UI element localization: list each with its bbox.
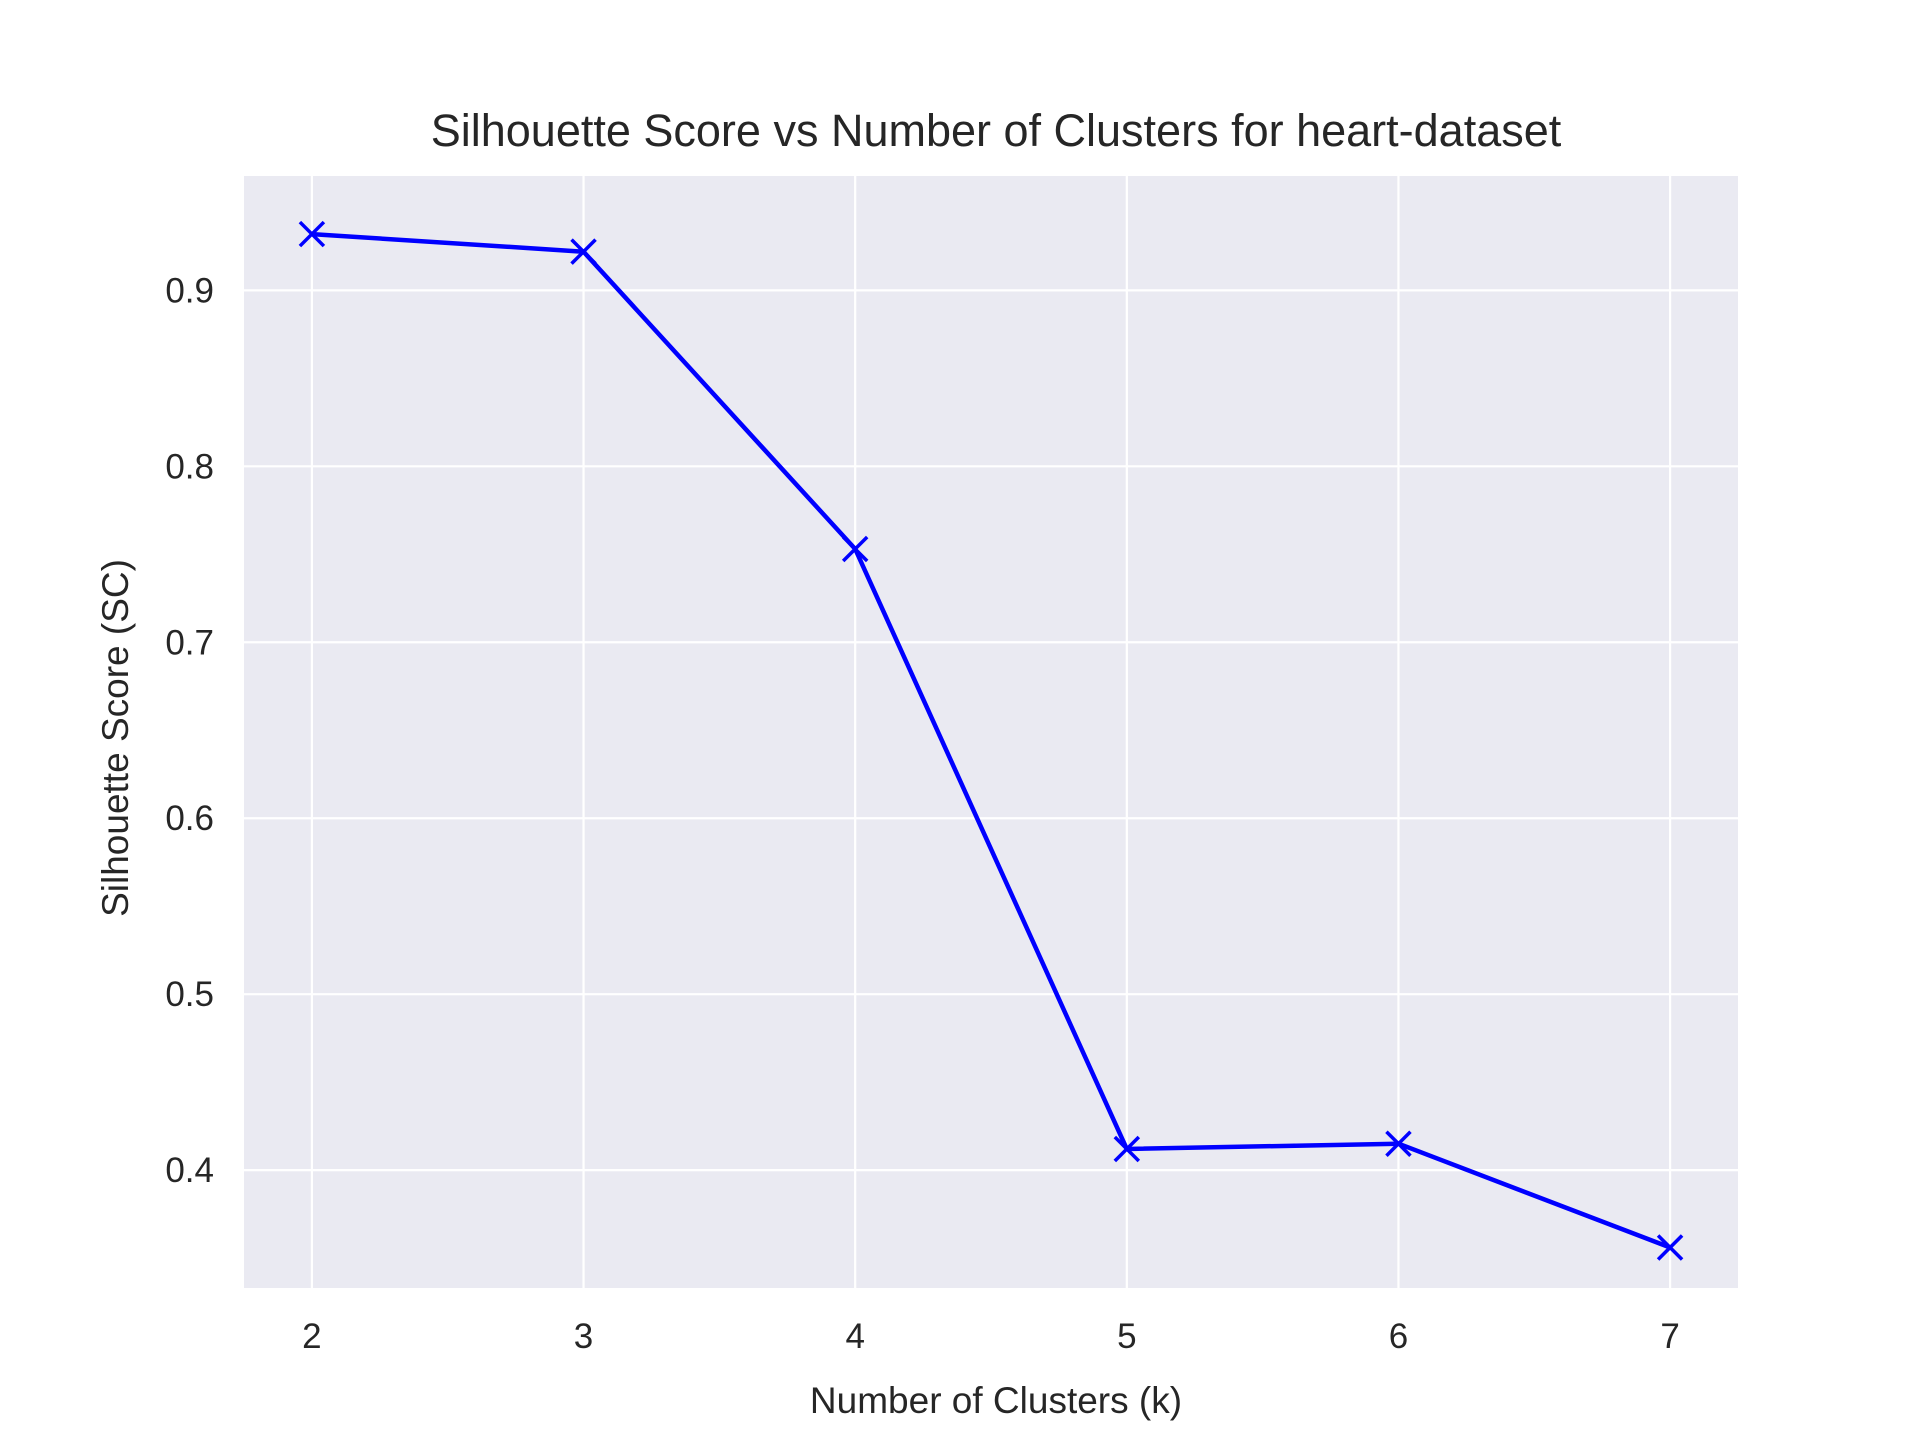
y-tick-label: 0.4 (165, 1151, 214, 1190)
data-point-marker (1385, 1130, 1412, 1157)
x-tick-label: 6 (1389, 1317, 1408, 1356)
data-point-marker (1656, 1234, 1684, 1261)
y-tick-label: 0.5 (165, 975, 214, 1014)
data-point-marker (570, 238, 597, 265)
data-point-marker (841, 535, 869, 563)
plot-area (244, 176, 1738, 1288)
y-axis-ticks: 0.4 0.5 0.6 0.7 0.8 0.9 (165, 271, 214, 1190)
x-axis-ticks: 2 3 4 5 6 7 (302, 1317, 1680, 1356)
x-tick-label: 2 (302, 1317, 321, 1356)
y-tick-label: 0.8 (165, 447, 214, 486)
x-tick-label: 5 (1117, 1317, 1136, 1356)
x-tick-label: 4 (845, 1317, 864, 1356)
grid-lines (244, 176, 1738, 1288)
series-line (311, 231, 1671, 1250)
y-tick-label: 0.6 (165, 799, 214, 838)
data-point-marker (298, 220, 326, 248)
x-axis-label: Number of Clusters (k) (810, 1380, 1182, 1421)
y-axis-label: Silhouette Score (SC) (95, 559, 136, 917)
x-tick-label: 7 (1660, 1317, 1679, 1356)
data-point-marker (1113, 1135, 1141, 1163)
series-group (298, 220, 1684, 1261)
y-tick-label: 0.9 (165, 271, 214, 310)
y-tick-label: 0.7 (165, 623, 214, 662)
x-tick-label: 3 (574, 1317, 593, 1356)
chart-title: Silhouette Score vs Number of Clusters f… (431, 105, 1562, 156)
